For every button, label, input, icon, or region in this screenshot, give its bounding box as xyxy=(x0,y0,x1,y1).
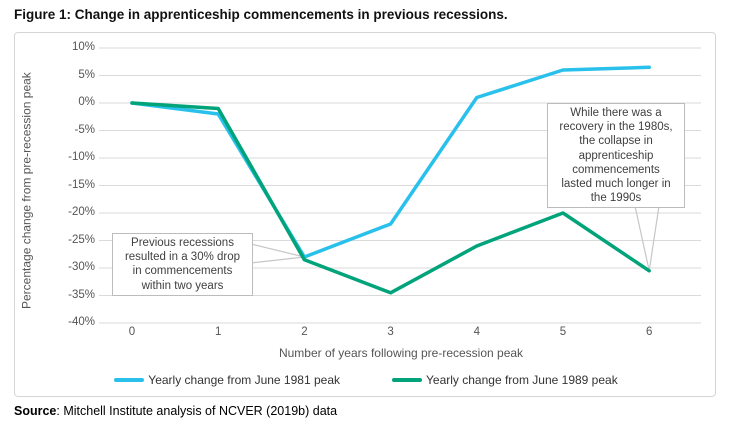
legend-label-1989: Yearly change from June 1989 peak xyxy=(426,373,618,387)
callout-line xyxy=(250,256,305,264)
y-tick-label: -40% xyxy=(68,316,95,328)
annotation-previous-recessions: Previous recessions resulted in a 30% dr… xyxy=(112,233,253,296)
y-tick-label: -30% xyxy=(68,261,95,273)
y-axis-title: Percentage change from pre-recession pea… xyxy=(19,72,34,310)
y-tick-label: -20% xyxy=(68,206,95,218)
legend-item-1989-peak: Yearly change from June 1989 peak xyxy=(392,373,618,387)
legend-swatch-1989-icon xyxy=(392,378,422,382)
legend: Yearly change from June 1981 peak Yearly… xyxy=(15,373,717,387)
y-tick-label: -5% xyxy=(74,123,95,136)
series-line-0 xyxy=(130,65,651,259)
y-tick-label: 10% xyxy=(71,41,95,53)
x-tick-label: 4 xyxy=(473,326,480,338)
legend-label-1981: Yearly change from June 1981 peak xyxy=(148,373,340,387)
x-tick-label: 3 xyxy=(387,326,394,338)
x-tick-label: 1 xyxy=(214,326,222,338)
source-label: Source xyxy=(14,404,57,418)
y-tick-label: -35% xyxy=(68,288,95,301)
figure-title: Figure 1: Change in apprenticeship comme… xyxy=(14,7,508,22)
legend-swatch-1981-icon xyxy=(114,378,145,382)
callout-line xyxy=(634,205,650,271)
source-text: : Mitchell Institute analysis of NCVER (… xyxy=(56,404,338,418)
source-line: Source: Mitchell Institute analysis of N… xyxy=(14,404,337,418)
x-tick-label: 0 xyxy=(128,326,136,338)
y-tick-label: 0% xyxy=(78,96,95,108)
callout-line xyxy=(648,205,660,271)
chart-card: Percentage change from pre-recession pea… xyxy=(14,32,716,397)
y-tick-label: -10% xyxy=(68,151,95,163)
x-tick-label: 6 xyxy=(645,326,653,338)
x-tick-label: 5 xyxy=(559,326,567,338)
y-tick-label: -15% xyxy=(68,178,95,191)
y-tick-label: -25% xyxy=(68,233,95,246)
x-tick-label: 2 xyxy=(301,326,308,338)
x-axis-title: Number of years following pre-recession … xyxy=(278,346,524,360)
annotation-1990s-collapse: While there was a recovery in the 1980s,… xyxy=(547,103,685,209)
callout-line xyxy=(250,243,305,258)
series-line-1 xyxy=(130,101,651,295)
legend-item-1981-peak: Yearly change from June 1981 peak xyxy=(114,373,340,387)
y-tick-label: 5% xyxy=(78,68,95,81)
